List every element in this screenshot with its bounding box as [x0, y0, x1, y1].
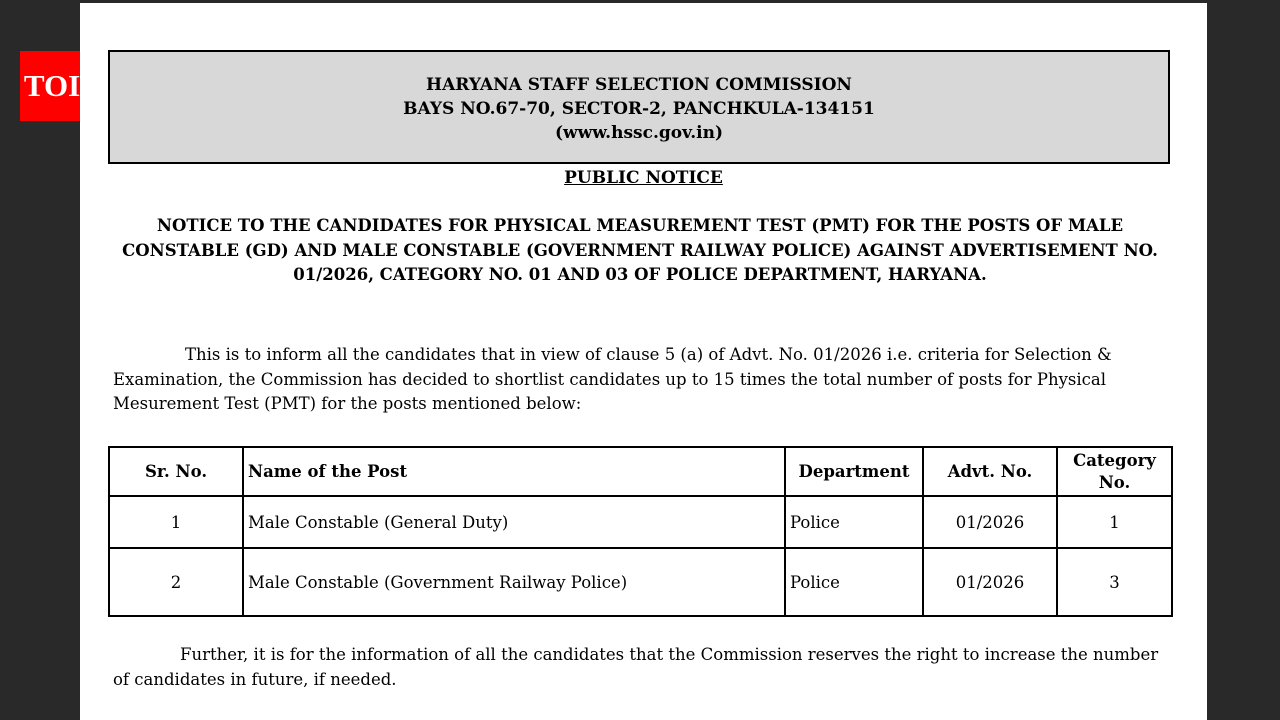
- col-department: Department: [784, 446, 924, 497]
- cell-department: Police: [784, 547, 924, 617]
- toi-logo: TOI: [20, 51, 84, 121]
- cell-advt-no: 01/2026: [922, 495, 1058, 549]
- cell-department: Police: [784, 495, 924, 549]
- table-row: 2 Male Constable (Government Railway Pol…: [108, 547, 1173, 617]
- further-paragraph: Further, it is for the information of al…: [113, 645, 1159, 689]
- document-page: HARYANA STAFF SELECTION COMMISSION BAYS …: [80, 3, 1207, 720]
- table-header-row: Sr. No. Name of the Post Department Advt…: [108, 446, 1173, 497]
- org-website: (www.hssc.gov.in): [554, 123, 724, 143]
- cell-category-no: 3: [1056, 547, 1173, 617]
- cell-category-no: 1: [1056, 495, 1173, 549]
- col-advt-no: Advt. No.: [922, 446, 1058, 497]
- letterhead: HARYANA STAFF SELECTION COMMISSION BAYS …: [108, 50, 1170, 164]
- public-notice-heading: PUBLIC NOTICE: [564, 168, 723, 188]
- posts-table: Sr. No. Name of the Post Department Advt…: [108, 446, 1173, 617]
- col-sr-no: Sr. No.: [108, 446, 244, 497]
- cell-post-name: Male Constable (Government Railway Polic…: [242, 547, 786, 617]
- col-category-no: Category No.: [1056, 446, 1173, 497]
- org-name: HARYANA STAFF SELECTION COMMISSION: [426, 75, 852, 95]
- notice-title: NOTICE TO THE CANDIDATES FOR PHYSICAL ME…: [122, 216, 1158, 284]
- cell-advt-no: 01/2026: [922, 547, 1058, 617]
- cell-sr-no: 1: [108, 495, 244, 549]
- table-row: 1 Male Constable (General Duty) Police 0…: [108, 495, 1173, 549]
- col-post-name: Name of the Post: [242, 446, 786, 497]
- cell-sr-no: 2: [108, 547, 244, 617]
- org-address: BAYS NO.67-70, SECTOR-2, PANCHKULA-13415…: [403, 99, 875, 119]
- cell-post-name: Male Constable (General Duty): [242, 495, 786, 549]
- intro-paragraph: This is to inform all the candidates tha…: [113, 345, 1112, 413]
